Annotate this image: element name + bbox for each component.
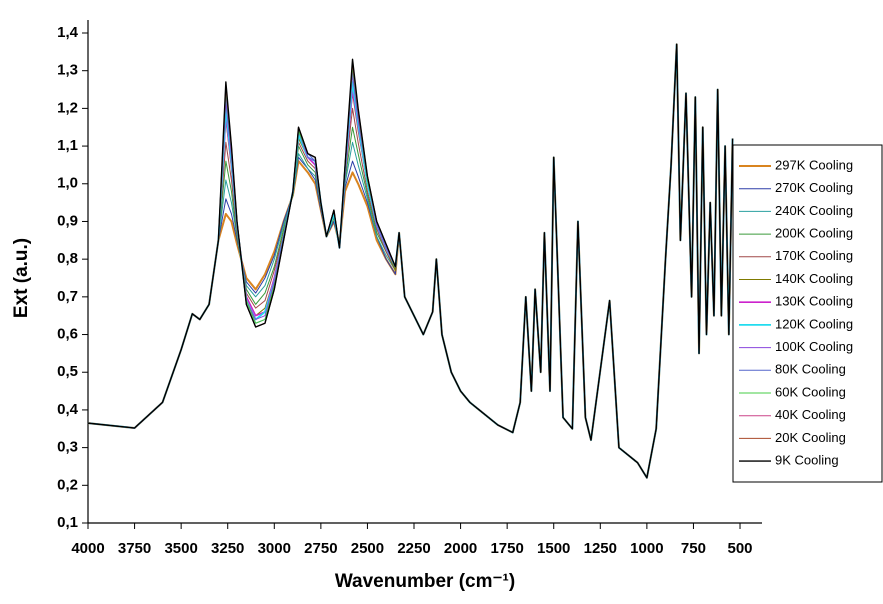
spectrum-line bbox=[87, 43, 734, 479]
x-tick-label: 750 bbox=[681, 540, 706, 557]
legend-label: 100K Cooling bbox=[775, 339, 853, 354]
x-tick-label: 500 bbox=[728, 540, 753, 557]
x-tick-label: 2750 bbox=[304, 540, 337, 557]
spectrum-line bbox=[87, 43, 734, 479]
y-tick-label: 0,5 bbox=[57, 363, 78, 380]
spectrum-line bbox=[87, 43, 734, 479]
y-tick-label: 1,3 bbox=[57, 62, 78, 79]
legend-label: 9K Cooling bbox=[775, 453, 839, 468]
spectrum-line bbox=[87, 43, 734, 479]
y-axis-title: Ext (a.u.) bbox=[11, 238, 32, 318]
legend-label: 240K Cooling bbox=[775, 203, 853, 218]
y-tick-label: 1,2 bbox=[57, 99, 78, 116]
y-tick-label: 1,1 bbox=[57, 137, 78, 154]
y-tick-label: 1,0 bbox=[57, 175, 78, 192]
legend-label: 270K Cooling bbox=[775, 180, 853, 195]
legend-label: 200K Cooling bbox=[775, 226, 853, 241]
y-tick-label: 0,6 bbox=[57, 326, 78, 343]
spectrum-line bbox=[87, 43, 734, 479]
legend-label: 40K Cooling bbox=[775, 407, 846, 422]
legend-label: 120K Cooling bbox=[775, 316, 853, 331]
spectrum-line bbox=[87, 43, 734, 479]
legend-label: 80K Cooling bbox=[775, 362, 846, 377]
x-tick-label: 1250 bbox=[584, 540, 617, 557]
spectrum-line bbox=[87, 43, 734, 479]
x-tick-label: 1000 bbox=[630, 540, 663, 557]
spectrum-line bbox=[87, 43, 734, 479]
legend-label: 170K Cooling bbox=[775, 248, 853, 263]
x-tick-label: 3250 bbox=[211, 540, 244, 557]
y-tick-label: 0,2 bbox=[57, 476, 78, 493]
spectrum-line bbox=[87, 43, 734, 479]
x-tick-label: 2250 bbox=[397, 540, 430, 557]
spectrum-line bbox=[87, 43, 734, 479]
y-tick-label: 0,7 bbox=[57, 288, 78, 305]
spectrum-line bbox=[87, 43, 734, 479]
spectrum-line bbox=[87, 43, 734, 479]
y-tick-label: 0,1 bbox=[57, 514, 78, 531]
spectrum-line bbox=[87, 43, 734, 479]
y-tick-label: 0,8 bbox=[57, 250, 78, 267]
x-tick-label: 4000 bbox=[71, 540, 104, 557]
legend-label: 297K Cooling bbox=[775, 157, 853, 172]
x-tick-label: 1500 bbox=[537, 540, 570, 557]
legend-box bbox=[732, 144, 883, 483]
y-tick-label: 0,3 bbox=[57, 439, 78, 456]
x-tick-label: 1750 bbox=[490, 540, 523, 557]
y-tick-label: 0,9 bbox=[57, 212, 78, 229]
x-tick-label: 3750 bbox=[118, 540, 151, 557]
spectrum-line bbox=[87, 43, 734, 479]
legend-label: 130K Cooling bbox=[775, 294, 853, 309]
y-tick-label: 0,4 bbox=[57, 401, 79, 418]
x-axis-title: Wavenumber (cm⁻¹) bbox=[335, 571, 515, 592]
legend-label: 20K Cooling bbox=[775, 430, 846, 445]
x-tick-label: 3000 bbox=[258, 540, 291, 557]
x-tick-label: 2500 bbox=[351, 540, 384, 557]
legend-label: 60K Cooling bbox=[775, 384, 846, 399]
x-tick-label: 2000 bbox=[444, 540, 477, 557]
y-tick-label: 1,4 bbox=[57, 24, 79, 41]
x-tick-label: 3500 bbox=[164, 540, 197, 557]
legend-label: 140K Cooling bbox=[775, 271, 853, 286]
